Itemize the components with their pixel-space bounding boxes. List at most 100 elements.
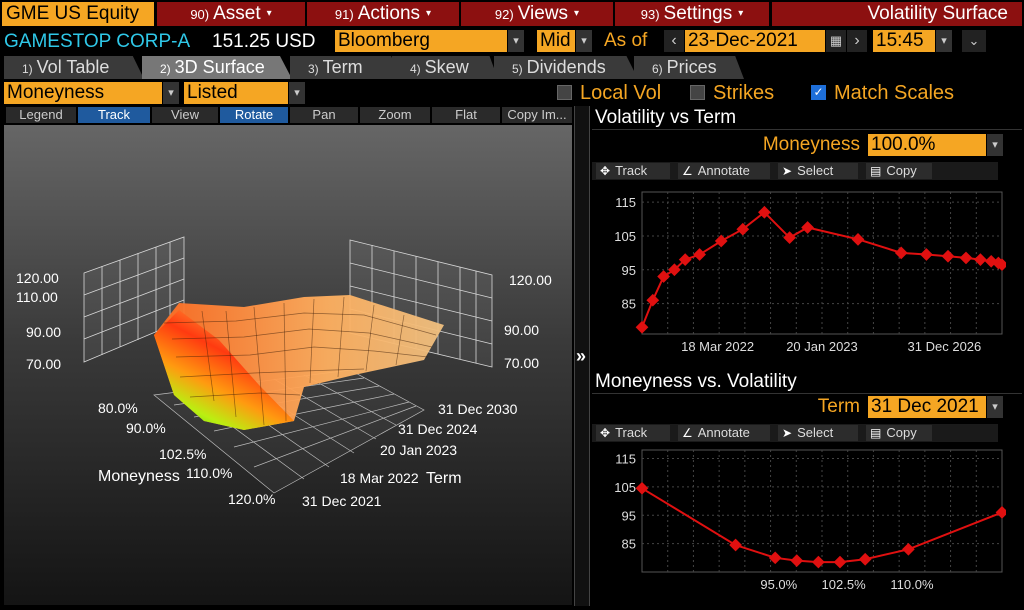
copy-image-button[interactable]: Copy Im... [502,107,572,123]
zoom-button[interactable]: Zoom [360,107,430,123]
vol-surface [154,295,444,430]
select-tool-label: Select [797,425,834,440]
panel-splitter[interactable]: » [574,106,590,606]
asset-menu[interactable]: 90) Asset ▾ [157,2,305,26]
date-field[interactable]: 23-Dec-2021 [685,30,825,52]
legend-button[interactable]: Legend [6,107,76,123]
term-tick-label: 18 Mar 2022 [340,470,419,486]
strikes-checkbox[interactable] [690,85,705,100]
data-point-marker[interactable] [894,246,908,260]
annotate-tool-button[interactable]: ∠ Annotate [678,425,770,441]
moneyness-axis-title: Moneyness [98,468,180,485]
collapse-icon[interactable]: ⌄ [962,30,986,52]
time-field[interactable]: 15:45 [873,30,935,52]
view-button[interactable]: View [152,107,218,123]
data-point-marker[interactable] [959,251,973,265]
data-point-marker[interactable] [693,248,706,261]
tab-3d-surface[interactable]: 2) 3D Surface [142,56,292,79]
moneyness-param-field[interactable]: 100.0% [868,134,986,156]
data-point-marker[interactable] [974,253,987,266]
data-point-marker[interactable] [758,205,771,219]
side-dropdown-button[interactable]: ▾ [576,30,592,52]
expand-icon: » [576,346,587,366]
prev-date-button[interactable]: ‹ [664,30,684,52]
vol-vs-term-toolbar: ✥ Track ∠ Annotate ➤ Select ▤ Copy [592,162,998,180]
data-point-marker[interactable] [635,320,649,334]
side-select[interactable]: Mid [537,30,575,52]
views-menu-label: Views [517,3,569,25]
moneyness-tick-label: 80.0% [98,400,138,416]
y-tick-label: 85 [622,297,636,312]
select-tool-button[interactable]: ➤ Select [778,163,858,179]
data-point-marker[interactable] [920,248,933,261]
y-tick-label: 95 [622,508,636,523]
source-select[interactable]: Bloomberg [335,30,507,52]
term-axis-title: Term [426,470,462,487]
clipboard-icon: ▤ [870,164,882,178]
y-tick-label: 105 [614,480,636,495]
data-point-marker[interactable] [714,234,728,248]
term-param-field[interactable]: 31 Dec 2021 [868,396,986,418]
annotate-tool-label: Annotate [697,425,750,440]
track-tool-button[interactable]: ✥ Track [596,163,670,179]
next-date-button[interactable]: › [847,30,867,52]
time-dropdown-button[interactable]: ▾ [936,30,952,52]
data-point-marker[interactable] [995,506,1009,519]
axis-type-dropdown-button[interactable]: ▾ [163,82,179,104]
tab-dividends[interactable]: 5) Dividends [494,56,638,79]
data-point-marker[interactable] [668,263,681,277]
copy-tool-button[interactable]: ▤ Copy [866,163,932,179]
match-scales-checkbox[interactable]: ✓ [811,85,826,100]
chevron-down-icon: ▾ [426,8,432,19]
tab-vol-table[interactable]: 1) Vol Table [4,56,144,79]
annotate-tool-button[interactable]: ∠ Annotate [678,163,770,179]
vol-vs-term-panel: Volatility vs Term Moneyness 100.0% ▾ ✥ T… [592,106,1022,368]
data-point-marker[interactable] [851,232,865,246]
data-point-marker[interactable] [902,542,915,556]
tab-term[interactable]: 3) Term [290,56,400,79]
calendar-icon[interactable]: ▦ [826,30,846,52]
data-point-marker[interactable] [801,221,814,234]
x-tick-label: 31 Dec 2026 [908,339,982,354]
vol-vs-term-chart[interactable]: 85 95 105 115 18 Mar 2022 20 Jan 2023 31 Dec 2… [592,182,1009,368]
data-point-marker[interactable] [790,554,804,568]
surface-3d-chart[interactable]: 120.00 110.00 90.00 70.00 120.00 90.00 7… [4,125,572,605]
data-point-marker[interactable] [833,555,847,569]
moneyness-param-dropdown[interactable]: ▾ [987,134,1003,156]
track-tool-label: Track [615,425,648,440]
x-tick-label: 110.0% [890,577,934,592]
axis-type-select[interactable]: Moneyness [4,82,162,104]
data-point-marker[interactable] [812,555,825,569]
local-vol-checkbox[interactable] [557,85,572,100]
tab-skew[interactable]: 4) Skew [392,56,498,79]
tab-num: 4) [410,62,421,76]
local-vol-label: Local Vol [580,82,662,104]
ticker-field[interactable]: GME US Equity [2,2,154,26]
cursor-icon: ➤ [782,164,793,178]
views-menu[interactable]: 92) Views ▾ [461,2,613,26]
annotate-tool-label: Annotate [697,163,750,178]
data-point-marker[interactable] [941,249,955,263]
actions-menu[interactable]: 91) Actions ▾ [307,2,459,26]
listed-dropdown-button[interactable]: ▾ [289,82,305,104]
source-dropdown-button[interactable]: ▾ [508,30,524,52]
y-tick-label: 115 [615,195,636,210]
track-button[interactable]: Track [78,107,150,123]
data-point-marker[interactable] [646,293,660,307]
pan-button[interactable]: Pan [290,107,358,123]
data-point-marker[interactable] [635,481,649,495]
settings-menu[interactable]: 93) Settings ▾ [615,2,769,26]
data-point-marker[interactable] [729,538,742,552]
copy-tool-button[interactable]: ▤ Copy [866,425,932,441]
select-tool-button[interactable]: ➤ Select [778,425,858,441]
tab-label: Prices [666,57,717,77]
data-point-marker[interactable] [768,551,782,565]
money-vs-vol-chart[interactable]: 85 95 105 115 95.0% 102.5% 110.0% [592,444,1009,604]
track-tool-button[interactable]: ✥ Track [596,425,670,441]
listed-select[interactable]: Listed [184,82,288,104]
tab-prices[interactable]: 6) Prices [634,56,744,79]
rotate-button[interactable]: Rotate [220,107,288,123]
data-point-marker[interactable] [858,552,872,566]
flat-button[interactable]: Flat [432,107,500,123]
term-param-dropdown[interactable]: ▾ [987,396,1003,418]
